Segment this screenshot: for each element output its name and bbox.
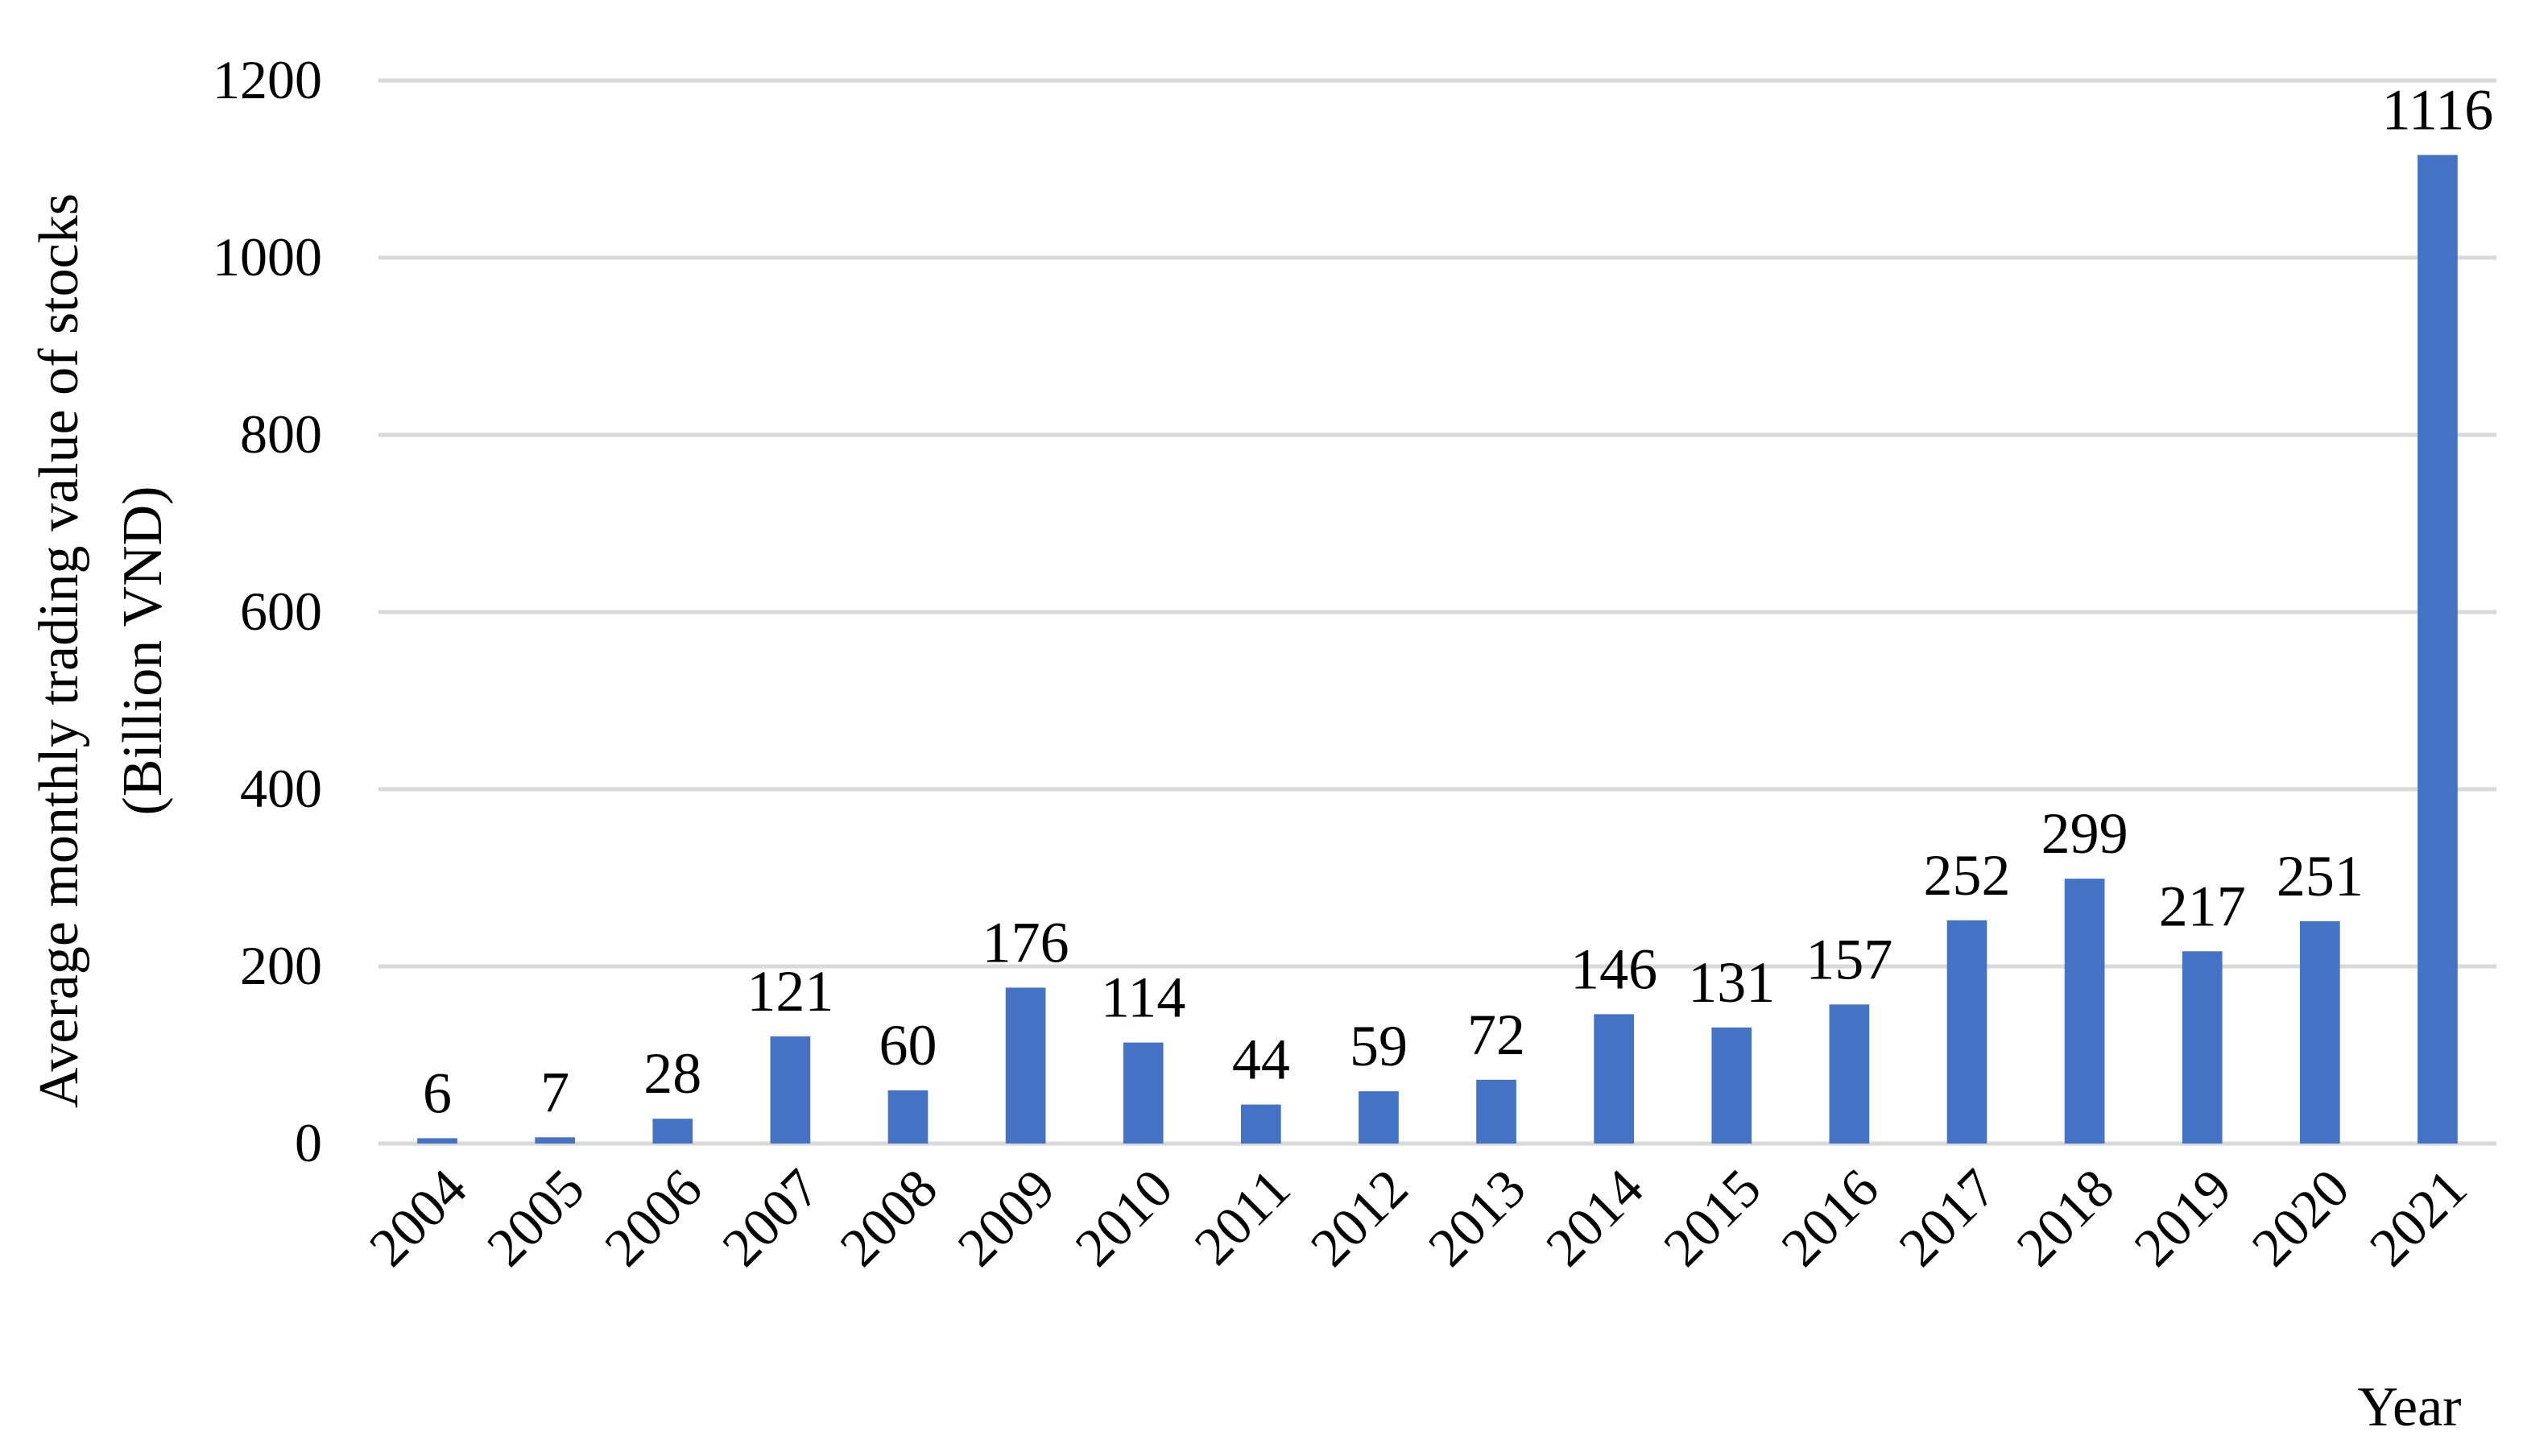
data-label-2012: 59 (1350, 1014, 1408, 1078)
x-tick-labels: 2004200520062007200820092010201120122013… (358, 1157, 2479, 1278)
bar-2019 (2182, 951, 2223, 1144)
x-tick-label-2008: 2008 (828, 1157, 949, 1278)
data-label-2013: 72 (1467, 1003, 1525, 1067)
y-tick-label: 400 (240, 758, 322, 819)
x-tick-label-2004: 2004 (358, 1157, 478, 1278)
bar-2006 (652, 1119, 693, 1144)
x-tick-label-2018: 2018 (2004, 1157, 2125, 1278)
data-label-2021: 1116 (2382, 77, 2494, 142)
y-axis-title-line-1: Average monthly trading value of stocks (28, 193, 90, 1108)
x-tick-label-2005: 2005 (475, 1157, 596, 1278)
data-label-2016: 157 (1805, 927, 1892, 991)
x-tick-label-2017: 2017 (1887, 1157, 2008, 1278)
bar-2020 (2299, 920, 2340, 1144)
bar-2015 (1711, 1027, 1752, 1144)
data-label-2010: 114 (1101, 966, 1185, 1030)
bar-2009 (1005, 987, 1046, 1144)
data-label-2020: 251 (2277, 844, 2364, 908)
y-tick-label: 1200 (213, 49, 322, 110)
data-label-2008: 60 (879, 1013, 937, 1078)
x-tick-label-2016: 2016 (1769, 1157, 1890, 1278)
y-tick-label: 0 (295, 1112, 322, 1173)
data-label-2017: 252 (1924, 843, 2011, 908)
data-label-2009: 176 (982, 910, 1069, 974)
bars (417, 155, 2458, 1144)
x-tick-label-2014: 2014 (1534, 1157, 1655, 1278)
x-tick-label-2013: 2013 (1417, 1157, 1537, 1278)
data-label-2004: 6 (423, 1061, 452, 1125)
y-tick-label: 800 (240, 403, 322, 465)
bar-2021 (2418, 155, 2458, 1144)
bar-2007 (770, 1036, 811, 1144)
data-label-2007: 121 (747, 959, 833, 1024)
bar-2013 (1476, 1079, 1516, 1144)
data-label-2018: 299 (2041, 801, 2128, 866)
data-label-2015: 131 (1688, 950, 1775, 1015)
x-tick-label-2012: 2012 (1299, 1157, 1420, 1278)
bar-2005 (535, 1137, 576, 1144)
data-labels: 6 7 28 121 60 176 114 44 59 72 146 131 157 252 299 217 2… (423, 77, 2493, 1125)
bar-2008 (887, 1090, 929, 1144)
x-tick-label-2011: 2011 (1182, 1157, 1301, 1276)
x-tick-label-2009: 2009 (945, 1157, 1066, 1278)
y-tick-labels: 0 200 400 600 800 1000 1200 (213, 49, 322, 1173)
x-tick-label-2006: 2006 (593, 1157, 713, 1278)
x-tick-label-2010: 2010 (1063, 1157, 1184, 1278)
x-tick-label-2007: 2007 (710, 1157, 831, 1278)
data-label-2006: 28 (643, 1041, 701, 1106)
y-tick-label: 200 (240, 935, 322, 996)
data-label-2019: 217 (2159, 874, 2246, 938)
bar-2004 (417, 1138, 457, 1144)
bar-2018 (2064, 879, 2105, 1144)
bar-2010 (1123, 1042, 1164, 1144)
gridlines (378, 78, 2496, 1146)
x-tick-label-2015: 2015 (1652, 1157, 1772, 1278)
bar-2014 (1594, 1014, 1635, 1144)
x-axis-title: Year (2358, 1376, 2462, 1438)
y-axis-title-line-2: (Billion VND) (112, 486, 174, 816)
bar-2012 (1359, 1091, 1399, 1144)
bar-2016 (1829, 1004, 1870, 1144)
x-tick-label-2019: 2019 (2122, 1157, 2243, 1278)
bar-2017 (1946, 920, 1987, 1144)
bar-2011 (1240, 1104, 1281, 1144)
y-tick-label: 1000 (213, 226, 322, 287)
data-label-2005: 7 (540, 1060, 569, 1124)
data-label-2011: 44 (1232, 1028, 1290, 1092)
y-tick-label: 600 (240, 581, 322, 642)
data-label-2014: 146 (1570, 937, 1657, 1001)
x-tick-label-2020: 2020 (2240, 1157, 2361, 1278)
x-tick-label-2021: 2021 (2358, 1157, 2479, 1278)
